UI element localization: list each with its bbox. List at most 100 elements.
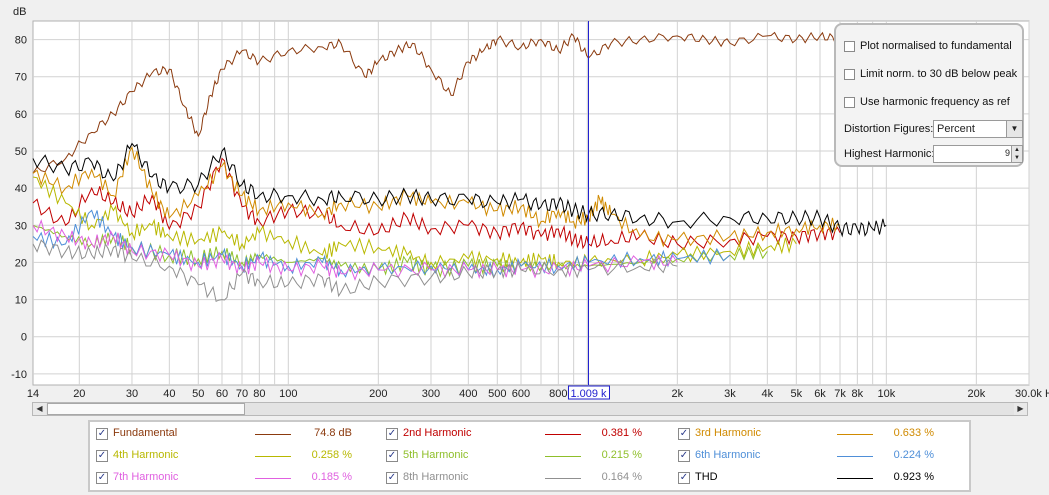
legend-name: 5th Harmonic bbox=[403, 449, 469, 461]
series-line-3 bbox=[32, 145, 841, 248]
y-tick-label: 60 bbox=[15, 109, 27, 121]
y-axis-unit-label: dB bbox=[13, 6, 26, 18]
check-icon[interactable]: ✓ bbox=[678, 428, 690, 440]
check-icon[interactable]: ✓ bbox=[386, 472, 398, 484]
options-panel: Plot normalised to fundamental Limit nor… bbox=[834, 23, 1024, 167]
x-tick-label: 100 bbox=[279, 388, 297, 400]
x-tick-label: 3k bbox=[724, 388, 736, 400]
limit-checkbox[interactable] bbox=[844, 68, 855, 80]
scrollbar-thumb[interactable] bbox=[47, 403, 245, 415]
y-tick-label: 10 bbox=[15, 295, 27, 307]
legend-value: 0.258 % bbox=[311, 449, 352, 461]
legend-swatch bbox=[837, 478, 873, 479]
figures-label: Distortion Figures: bbox=[844, 123, 934, 135]
x-tick-label: 500 bbox=[488, 388, 506, 400]
chevron-down-icon[interactable]: ▼ bbox=[1006, 121, 1022, 137]
y-tick-label: 20 bbox=[15, 257, 27, 269]
harmonic-freq-checkbox[interactable] bbox=[844, 96, 855, 108]
check-icon[interactable]: ✓ bbox=[96, 428, 108, 440]
figures-select[interactable]: Percent ▼ bbox=[933, 120, 1023, 138]
x-tick-label: 800 bbox=[549, 388, 567, 400]
spin-up-icon[interactable]: ▲ bbox=[1011, 146, 1022, 154]
y-tick-label: 50 bbox=[15, 146, 27, 158]
y-tick-label: -10 bbox=[11, 369, 27, 381]
legend-item[interactable]: ✓ 5th Harmonic 0.215 % bbox=[386, 448, 656, 464]
legend-item[interactable]: ✓ 7th Harmonic 0.185 % bbox=[96, 470, 366, 486]
horizontal-scrollbar[interactable]: ◀ ▶ bbox=[32, 402, 1028, 416]
x-tick-label: 80 bbox=[253, 388, 265, 400]
y-tick-label: 80 bbox=[15, 35, 27, 47]
x-tick-label: 50 bbox=[192, 388, 204, 400]
legend-name: 4th Harmonic bbox=[113, 449, 179, 461]
legend-name: 3rd Harmonic bbox=[695, 427, 762, 439]
series-line-9 bbox=[32, 142, 887, 238]
legend-value: 0.381 % bbox=[601, 427, 642, 439]
legend-panel: ✓ Fundamental 74.8 dB ✓ 2nd Harmonic 0.381 % ✓… bbox=[88, 420, 971, 492]
normalised-checkbox[interactable] bbox=[844, 40, 855, 52]
legend-value: 0.164 % bbox=[601, 471, 642, 483]
legend-value: 74.8 dB bbox=[314, 427, 352, 439]
normalised-option[interactable]: Plot normalised to fundamental bbox=[844, 38, 1012, 54]
x-tick-label: 400 bbox=[459, 388, 477, 400]
legend-swatch bbox=[255, 478, 291, 479]
legend-value: 0.923 % bbox=[893, 471, 934, 483]
legend-value: 0.185 % bbox=[311, 471, 352, 483]
x-tick-label: 7k bbox=[834, 388, 846, 400]
check-icon[interactable]: ✓ bbox=[386, 428, 398, 440]
check-icon[interactable]: ✓ bbox=[386, 450, 398, 462]
x-tick-label: 14 bbox=[27, 388, 39, 400]
spin-down-icon[interactable]: ▼ bbox=[1011, 154, 1022, 162]
y-tick-label: 0 bbox=[21, 332, 27, 344]
scroll-right-icon[interactable]: ▶ bbox=[1014, 403, 1027, 415]
check-icon[interactable]: ✓ bbox=[678, 450, 690, 462]
legend-swatch bbox=[255, 456, 291, 457]
x-tick-label: 20 bbox=[73, 388, 85, 400]
x-tick-label: 2k bbox=[672, 388, 684, 400]
x-tick-label: 5k bbox=[791, 388, 803, 400]
check-icon[interactable]: ✓ bbox=[96, 472, 108, 484]
legend-swatch bbox=[545, 434, 581, 435]
legend-item[interactable]: ✓ THD 0.923 % bbox=[678, 470, 948, 486]
limit-option[interactable]: Limit norm. to 30 dB below peak bbox=[844, 66, 1017, 82]
legend-item[interactable]: ✓ 2nd Harmonic 0.381 % bbox=[386, 426, 656, 442]
series-line-7 bbox=[32, 218, 678, 282]
legend-swatch bbox=[255, 434, 291, 435]
harmonic-freq-label: Use harmonic frequency as ref bbox=[860, 96, 1010, 108]
highest-row: Highest Harmonic: bbox=[844, 146, 934, 162]
legend-name: 2nd Harmonic bbox=[403, 427, 472, 439]
x-tick-label: 8k bbox=[852, 388, 864, 400]
legend-name: 8th Harmonic bbox=[403, 471, 469, 483]
x-tick-label: 4k bbox=[762, 388, 774, 400]
legend-swatch bbox=[545, 456, 581, 457]
legend-item[interactable]: ✓ Fundamental 74.8 dB bbox=[96, 426, 366, 442]
x-tick-label: 10k bbox=[877, 388, 895, 400]
harmonic-freq-option[interactable]: Use harmonic frequency as ref bbox=[844, 94, 1010, 110]
y-tick-label: 70 bbox=[15, 72, 27, 84]
scroll-left-icon[interactable]: ◀ bbox=[33, 403, 46, 415]
legend-item[interactable]: ✓ 3rd Harmonic 0.633 % bbox=[678, 426, 948, 442]
legend-swatch bbox=[837, 434, 873, 435]
highest-harmonic-spinner[interactable]: 9 ▲ ▼ bbox=[933, 145, 1023, 163]
legend-item[interactable]: ✓ 6th Harmonic 0.224 % bbox=[678, 448, 948, 464]
x-tick-label: 6k bbox=[814, 388, 826, 400]
series-line-4 bbox=[32, 176, 797, 272]
series-line-8 bbox=[32, 239, 678, 302]
check-icon[interactable]: ✓ bbox=[678, 472, 690, 484]
limit-label: Limit norm. to 30 dB below peak bbox=[860, 68, 1018, 80]
legend-name: 6th Harmonic bbox=[695, 449, 761, 461]
figures-value: Percent bbox=[937, 123, 975, 135]
check-icon[interactable]: ✓ bbox=[96, 450, 108, 462]
legend-value: 0.224 % bbox=[893, 449, 934, 461]
cursor-readout: 1.009 k bbox=[570, 388, 607, 400]
normalised-label: Plot normalised to fundamental bbox=[860, 40, 1012, 52]
legend-item[interactable]: ✓ 4th Harmonic 0.258 % bbox=[96, 448, 366, 464]
series-line-2 bbox=[32, 157, 841, 251]
legend-item[interactable]: ✓ 8th Harmonic 0.164 % bbox=[386, 470, 656, 486]
series-line-1 bbox=[32, 27, 874, 174]
x-tick-label: 70 bbox=[236, 388, 248, 400]
figures-row: Distortion Figures: bbox=[844, 121, 933, 137]
legend-swatch bbox=[837, 456, 873, 457]
legend-name: 7th Harmonic bbox=[113, 471, 179, 483]
legend-value: 0.215 % bbox=[601, 449, 642, 461]
x-tick-label: 200 bbox=[369, 388, 387, 400]
